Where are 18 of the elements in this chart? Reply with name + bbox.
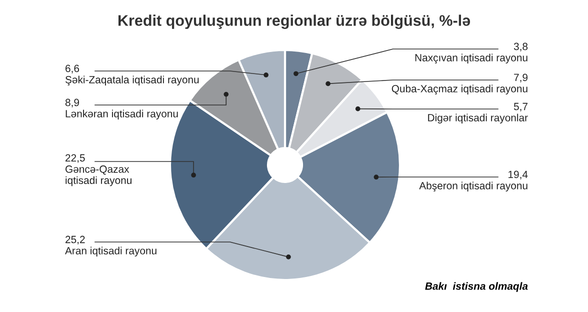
slice-label: Digər iqtisadi rayonlar bbox=[428, 114, 528, 124]
slice-label: Gəncə-Qazax iqtisadi rayonu bbox=[66, 165, 132, 186]
slice-label: Abşeron iqtisadi rayonu bbox=[419, 182, 528, 192]
text: Bakı istisna olmaqla bbox=[425, 282, 528, 292]
slice-label: Naxçıvan iqtisadi rayonu bbox=[415, 54, 528, 64]
data-label: 5,7 bbox=[514, 102, 528, 112]
slice-label: Aran iqtisadi rayonu bbox=[65, 246, 156, 256]
data-label: 7,9 bbox=[514, 74, 528, 82]
slice-label: Quba-Xaçmaz iqtisadi rayonu bbox=[392, 84, 528, 94]
slice-label: Şəki-Zaqatala iqtisadi rayonu bbox=[65, 76, 199, 86]
data-label: 25,2 bbox=[66, 236, 85, 244]
chart-title: Kredit qoyuluşunun regionlar üzrə bölgüsü, %-lə bbox=[118, 14, 470, 29]
data-label: 19,4 bbox=[508, 170, 528, 180]
data-label: 22,5 bbox=[66, 154, 85, 163]
slice-label: Lənkəran iqtisadi rayonu bbox=[66, 110, 178, 120]
data-label: 8,9 bbox=[65, 98, 79, 108]
data-label: 3,8 bbox=[514, 42, 528, 52]
data-label: 6,6 bbox=[66, 64, 80, 74]
